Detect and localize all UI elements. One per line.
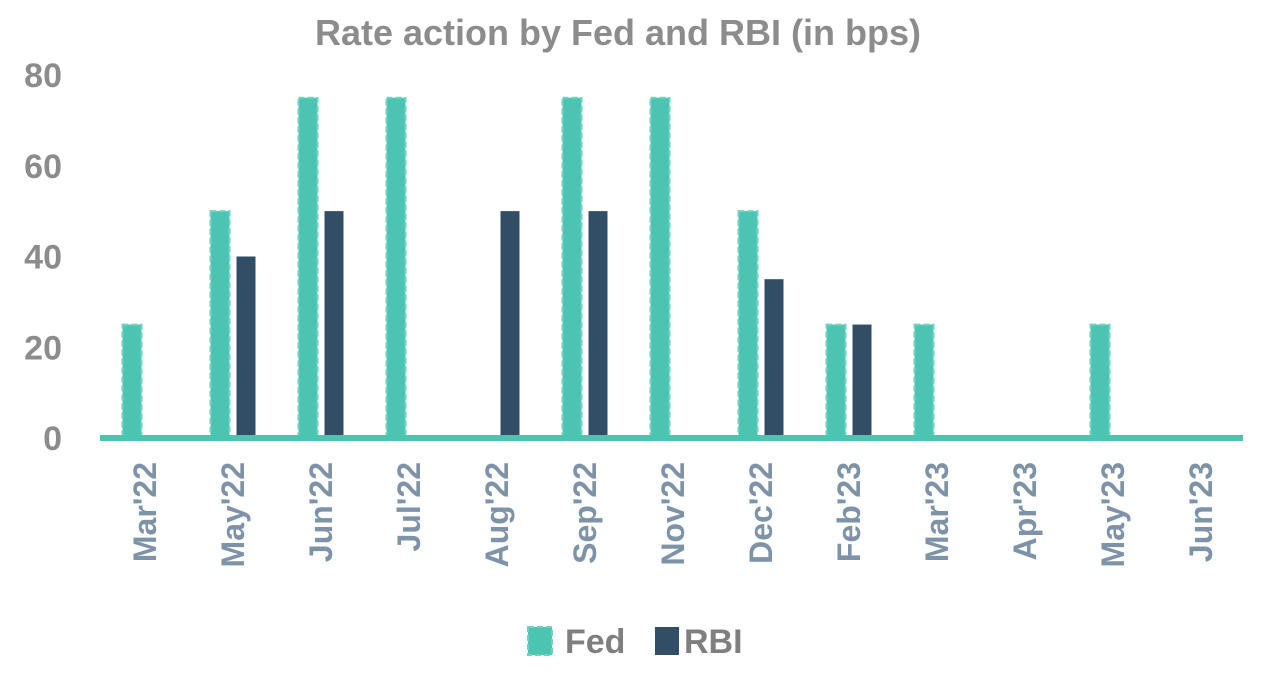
y-tick-label: 20 [24, 329, 62, 367]
legend: Fed RBI [527, 623, 743, 661]
x-axis-labels: Mar'22 May'22 Jun'22 Jul'22 Aug'22 Sep'22 Nov'… [127, 462, 1219, 567]
y-axis-ticks: 0 20 40 60 80 [24, 57, 62, 458]
fed-bar [385, 96, 407, 439]
rbi-bar [852, 324, 872, 438]
bars-group [121, 96, 1111, 439]
x-tick-label: Dec'22 [743, 462, 779, 564]
x-tick-label: May'23 [1095, 462, 1131, 567]
y-tick-label: 60 [24, 148, 62, 186]
legend-fed-swatch [527, 626, 553, 656]
y-tick-label: 0 [43, 420, 62, 458]
fed-bar [209, 210, 231, 439]
x-tick-label: Nov'22 [655, 462, 691, 566]
fed-bar [825, 323, 847, 439]
rbi-bar [588, 211, 608, 438]
rbi-bar [764, 279, 784, 438]
x-tick-label: May'22 [215, 462, 251, 567]
fed-bar [561, 96, 583, 439]
legend-rbi-swatch [655, 627, 679, 655]
x-tick-label: Jun'22 [303, 462, 339, 562]
rbi-bar [500, 211, 520, 438]
rbi-bar [324, 211, 344, 438]
legend-rbi-label: RBI [684, 623, 743, 661]
fed-bar [913, 323, 935, 439]
fed-bar [649, 96, 671, 439]
x-tick-label: Aug'22 [479, 462, 515, 567]
fed-bar [121, 323, 143, 439]
x-tick-label: Mar'22 [127, 462, 163, 562]
y-tick-label: 80 [24, 57, 62, 95]
fed-bar [297, 96, 319, 439]
fed-bar [737, 210, 759, 439]
x-tick-label: Mar'23 [919, 462, 955, 562]
y-tick-label: 40 [24, 239, 62, 277]
x-tick-label: Jun'23 [1183, 462, 1219, 562]
legend-fed-label: Fed [565, 623, 625, 661]
x-tick-label: Sep'22 [567, 462, 603, 564]
x-tick-label: Feb'23 [831, 462, 867, 562]
rbi-bar [236, 256, 256, 438]
x-tick-label: Jul'22 [391, 462, 427, 551]
x-tick-label: Apr'23 [1007, 462, 1043, 560]
chart-title: Rate action by Fed and RBI (in bps) [315, 12, 921, 53]
fed-bar [1089, 323, 1111, 439]
